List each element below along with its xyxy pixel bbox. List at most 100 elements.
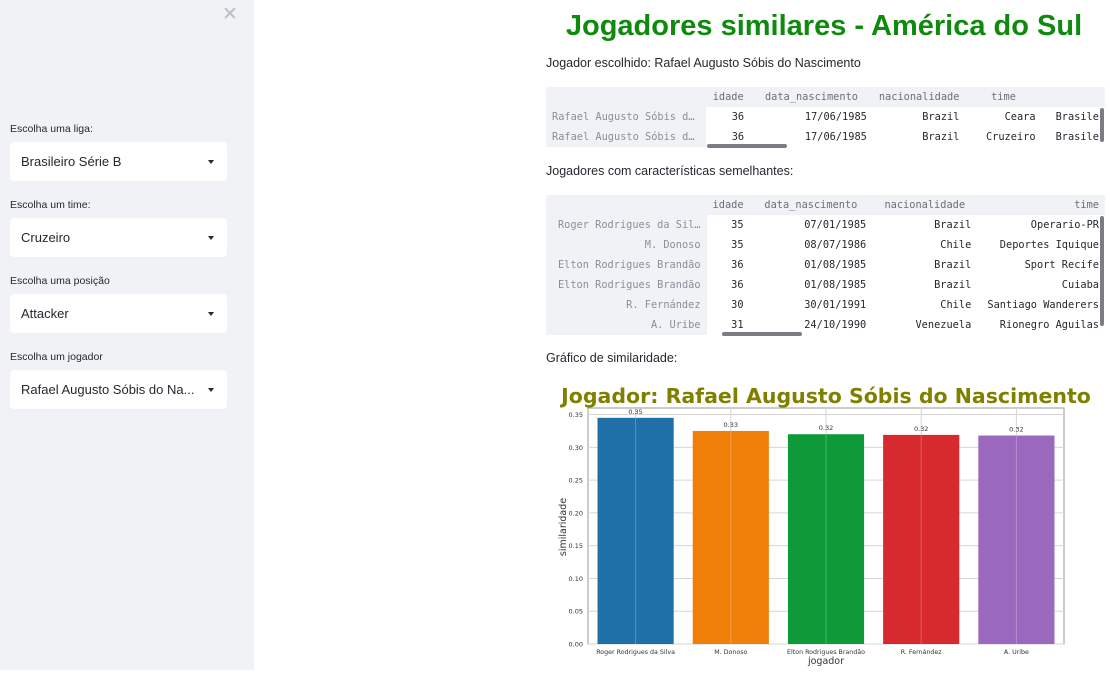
x-tick-label: A. Uribe xyxy=(1004,649,1029,656)
y-tick-label: 0.30 xyxy=(569,444,583,452)
team-select[interactable]: Cruzeiro xyxy=(10,218,227,257)
cell-time: Ceara xyxy=(1004,111,1036,123)
main-content: Jogadores similares - América do Sul Jog… xyxy=(254,0,1110,670)
similar-players-text: Jogadores com características semelhante… xyxy=(546,164,794,178)
chevron-down-icon xyxy=(208,160,214,164)
bar xyxy=(883,434,960,644)
cell-time: Sport Recife xyxy=(1024,259,1099,271)
cell-idade: 35 xyxy=(731,219,744,231)
table-row: Elton Rodrigues Brandão 36 01/08/1985 Brazi… xyxy=(546,275,1105,295)
table-row: Rafael Augusto Sóbis d… 36 17/06/1985 Br… xyxy=(546,107,1105,127)
table-horizontal-scrollbar[interactable] xyxy=(707,144,787,148)
bar-value-label: 0.35 xyxy=(628,408,642,416)
y-tick-label: 0.15 xyxy=(569,542,583,550)
chevron-down-icon xyxy=(208,388,214,392)
col-header-data-nascimento: data_nascimento xyxy=(749,195,873,215)
y-tick-label: 0.05 xyxy=(569,608,583,616)
cell-time: Santiago Wanderers xyxy=(987,299,1099,311)
cell-data: 01/08/1985 xyxy=(804,259,867,271)
cell-idade: 36 xyxy=(731,279,744,291)
table-row: Elton Rodrigues Brandão 36 01/08/1985 Brazi… xyxy=(546,255,1105,275)
similarity-chart: Jogador: Rafael Augusto Sóbis do Nascime… xyxy=(546,382,1106,670)
cell-idade: 35 xyxy=(731,239,744,251)
bar xyxy=(597,417,674,644)
x-tick-label: Elton Rodrigues Brandão xyxy=(787,649,865,656)
cell-data: 24/10/1990 xyxy=(804,319,867,331)
cell-nacionalidade: Brazil xyxy=(922,131,960,143)
cell-time: Rionegro Aguilas xyxy=(999,319,1099,331)
chart-title: Jogador: Rafael Augusto Sóbis do Nascime… xyxy=(559,384,1091,408)
bar-value-label: 0.32 xyxy=(819,424,833,432)
col-header-data-nascimento: data_nascimento xyxy=(750,87,873,107)
col-header-extra xyxy=(1041,87,1105,107)
row-name: A. Uribe xyxy=(546,315,707,335)
row-name: Rafael Augusto Sóbis d… xyxy=(546,127,707,147)
cell-idade: 36 xyxy=(731,131,745,143)
index-header xyxy=(546,195,707,215)
cell-idade: 31 xyxy=(731,319,744,331)
player-select-value: Rafael Augusto Sóbis do Na... xyxy=(21,382,195,397)
cell-data: 17/06/1985 xyxy=(804,131,867,143)
table-row: R. Fernández 30 30/01/1991 Chile Santiago Wa… xyxy=(546,295,1105,315)
row-name: Rafael Augusto Sóbis d… xyxy=(546,107,707,127)
position-select[interactable]: Attacker xyxy=(10,294,227,333)
cell-nacionalidade: Brazil xyxy=(934,259,972,271)
cell-nacionalidade: Venezuela xyxy=(915,319,972,331)
close-icon[interactable]: ✕ xyxy=(222,3,238,25)
position-label: Escolha uma posição xyxy=(10,275,110,287)
cell-data: 30/01/1991 xyxy=(804,299,867,311)
player-select[interactable]: Rafael Augusto Sóbis do Na... xyxy=(10,370,227,409)
table-row: Rafael Augusto Sóbis d… 36 17/06/1985 Br… xyxy=(546,127,1105,147)
bar-value-label: 0.32 xyxy=(1009,426,1023,434)
cell-idade: 30 xyxy=(731,299,744,311)
x-tick-label: R. Fernández xyxy=(901,648,942,656)
team-select-value: Cruzeiro xyxy=(21,230,71,245)
league-label: Escolha uma liga: xyxy=(10,123,93,135)
cell-idade: 36 xyxy=(731,111,745,123)
cell-nacionalidade: Chile xyxy=(940,239,972,251)
similarity-chart-text: Gráfico de similaridade: xyxy=(546,351,678,365)
cell-time: Deportes Iquique xyxy=(999,239,1099,251)
cell-extra: Brasile xyxy=(1055,131,1099,143)
row-name: Roger Rodrigues da Sil… xyxy=(546,215,707,235)
similar-players-table[interactable]: idade data_nascimento nacionalidade time… xyxy=(546,195,1105,337)
cell-time: Cruzeiro xyxy=(985,131,1036,143)
col-header-time: time xyxy=(965,87,1042,107)
row-name: Elton Rodrigues Brandão xyxy=(546,275,707,295)
bar-value-label: 0.33 xyxy=(724,421,738,429)
row-name: R. Fernández xyxy=(546,295,707,315)
table-row: A. Uribe 31 24/10/1990 Venezuela Rionegro Ag… xyxy=(546,315,1105,335)
x-tick-label: M. Donoso xyxy=(714,649,747,656)
league-select[interactable]: Brasileiro Série B xyxy=(10,142,227,181)
league-select-value: Brasileiro Série B xyxy=(21,154,122,169)
page-title: Jogadores similares - América do Sul xyxy=(565,10,1083,42)
table-vertical-scrollbar[interactable] xyxy=(1100,108,1104,142)
table-vertical-scrollbar[interactable] xyxy=(1100,216,1104,326)
cell-nacionalidade: Brazil xyxy=(934,279,972,291)
position-select-value: Attacker xyxy=(21,306,69,321)
col-header-nacionalidade: nacionalidade xyxy=(872,195,978,215)
cell-time: Cuiaba xyxy=(1061,279,1099,291)
col-header-idade: idade xyxy=(706,87,751,107)
bar xyxy=(787,434,865,644)
y-tick-label: 0.35 xyxy=(569,411,583,419)
cell-data: 08/07/1986 xyxy=(804,239,867,251)
x-tick-label: Roger Rodrigues da Silva xyxy=(596,649,675,656)
table-row: Roger Rodrigues da Sil… 35 07/01/1985 Brazi… xyxy=(546,215,1105,235)
chevron-down-icon xyxy=(208,312,214,316)
cell-nacionalidade: Brazil xyxy=(934,219,972,231)
row-name: M. Donoso xyxy=(546,235,707,255)
table-horizontal-scrollbar[interactable] xyxy=(722,332,802,336)
cell-time: Operario-PR xyxy=(1030,219,1099,231)
y-tick-label: 0.25 xyxy=(569,477,583,485)
cell-nacionalidade: Brazil xyxy=(922,111,960,123)
col-header-time: time xyxy=(977,195,1105,215)
y-tick-label: 0.20 xyxy=(569,509,583,517)
bar xyxy=(978,435,1055,644)
chosen-player-table[interactable]: idade data_nascimento nacionalidade time… xyxy=(546,87,1105,148)
chosen-player-text: Jogador escolhido: Rafael Augusto Sóbis … xyxy=(546,56,861,70)
cell-data: 01/08/1985 xyxy=(804,279,867,291)
bar xyxy=(692,430,769,644)
cell-extra: Brasile xyxy=(1055,111,1099,123)
x-axis-label: jogador xyxy=(807,656,844,667)
